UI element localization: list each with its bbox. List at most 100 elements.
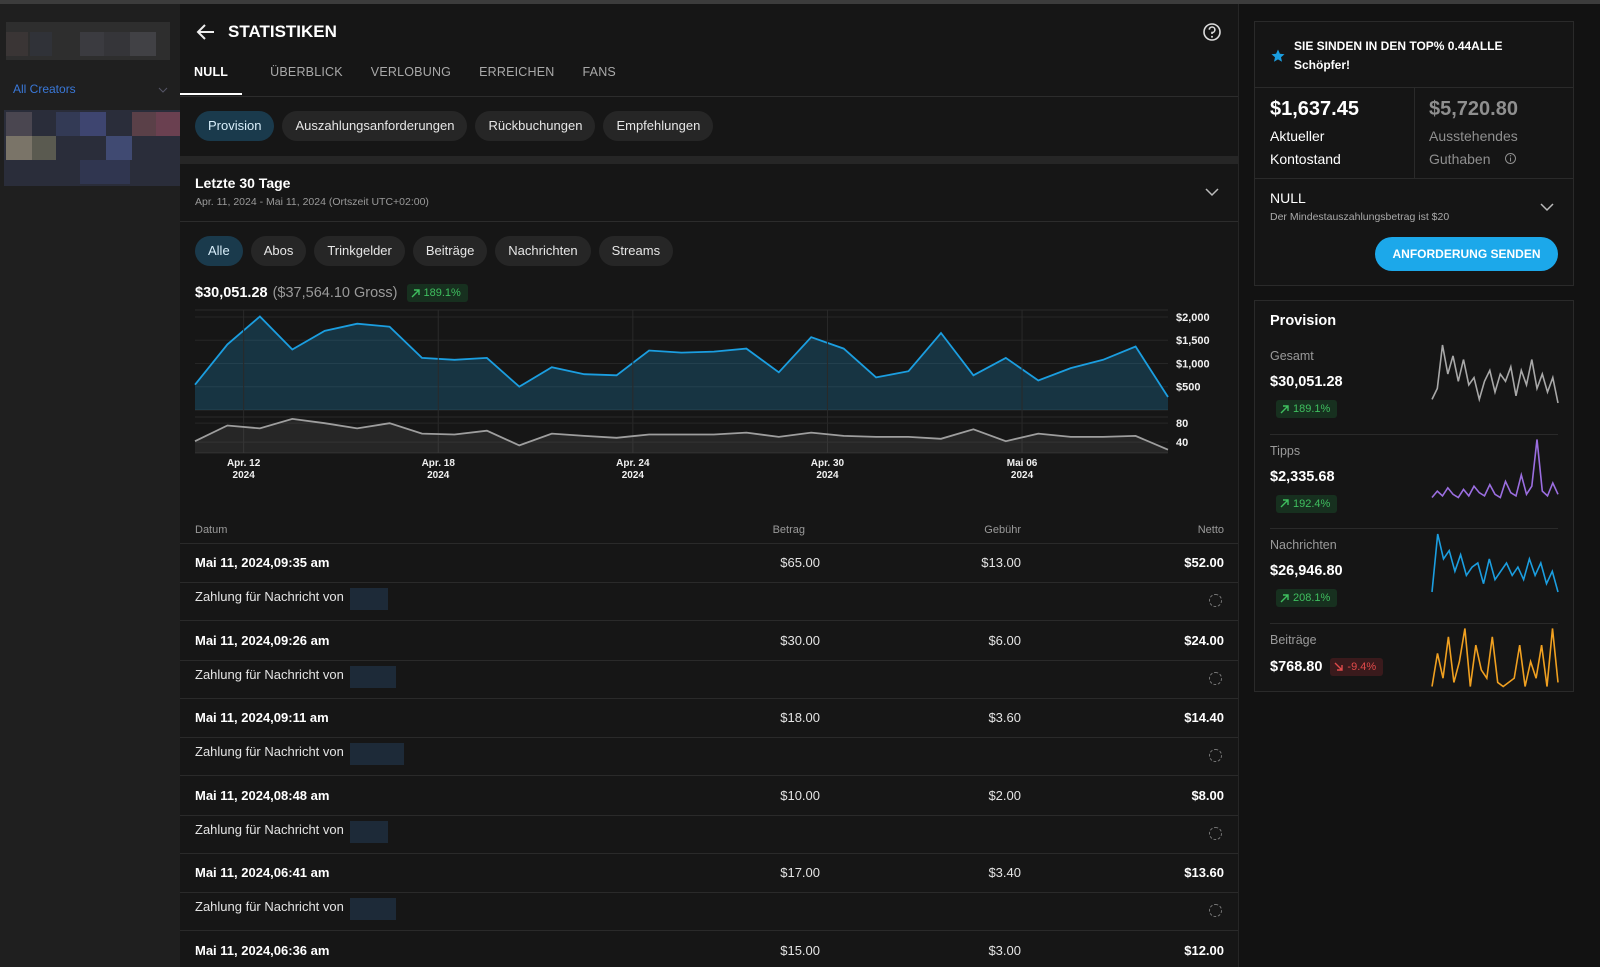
status-spinner (1209, 904, 1222, 917)
redacted-name (350, 820, 388, 843)
trend-arrow (1334, 662, 1344, 671)
rank-notice: SIE SINDEN IN DEN TOP% 0.44ALLE Schöpfer… (1294, 39, 1503, 72)
column-header: Datum (195, 524, 228, 536)
redacted-name (350, 743, 404, 765)
period-range: Apr. 11, 2024 - Mai 11, 2024 (Ortszeit U… (195, 196, 429, 208)
section-chips: Provision Auszahlungsanforderungen Rückbuc… (195, 111, 714, 141)
help-icon[interactable] (1202, 22, 1222, 42)
filter-chip[interactable]: Beiträge (412, 236, 488, 266)
cell-net: $14.40 (1184, 710, 1224, 725)
current-balance-label: Aktueller Kontostand (1270, 128, 1341, 167)
tab[interactable]: NULL (180, 65, 243, 95)
divider (1255, 178, 1573, 179)
divider (1270, 433, 1558, 435)
cell-amount: $18.00 (780, 710, 820, 725)
filter-chip[interactable]: Alle (195, 236, 243, 266)
back-arrow[interactable] (196, 23, 216, 41)
x-tick-label: Apr. 24 2024 (616, 458, 650, 481)
column-header: Netto (1197, 524, 1224, 536)
tab[interactable]: VERLOBUNG (370, 65, 452, 79)
x-tick-label: Mai 06 2024 (1006, 458, 1038, 481)
current-balance: $1,637.45 (1270, 98, 1359, 120)
cell-fee: $3.60 (988, 710, 1021, 725)
section-chip[interactable]: Provision (195, 111, 275, 141)
column-header: Betrag (772, 524, 805, 536)
cell-date: Mai 11, 2024,09:35 am (195, 555, 330, 570)
row-divider (180, 697, 1238, 699)
info-icon[interactable] (1504, 152, 1517, 165)
trend-arrow (1280, 404, 1289, 413)
filter-chevron[interactable] (158, 86, 168, 94)
redacted-name (350, 898, 396, 920)
cell-date: Mai 11, 2024,06:36 am (195, 942, 330, 958)
metric-label: Gesamt (1270, 349, 1314, 363)
request-button[interactable]: ANFORDERUNG SENDEN (1375, 237, 1558, 271)
tab[interactable]: ÜBERBLICK (270, 65, 343, 79)
status-spinner (1209, 749, 1222, 762)
section-chip[interactable]: Empfehlungen (603, 111, 714, 141)
divider (180, 96, 1238, 97)
x-tick-label: Apr. 18 2024 (421, 458, 455, 481)
metric-value: $768.80 (1270, 658, 1323, 675)
main-panel (180, 4, 1239, 967)
period-title[interactable]: Letzte 30 Tage (195, 175, 291, 191)
cell-net: $13.60 (1184, 865, 1224, 880)
metric-label: Beiträge (1270, 632, 1317, 647)
tab[interactable]: ERREICHEN (479, 65, 555, 79)
filter-chip[interactable]: Abos (250, 236, 307, 266)
redacted-name (350, 588, 388, 610)
status-spinner (1209, 826, 1222, 840)
creator-filter[interactable]: All Creators (13, 82, 76, 96)
cell-fee: $13.00 (981, 555, 1021, 570)
metric-change: -9.4% (1330, 657, 1384, 676)
change-value: 189.1% (1293, 403, 1331, 415)
section-chip[interactable]: Auszahlungsanforderungen (282, 111, 468, 141)
sidebar-blur (4, 22, 180, 186)
row-divider (180, 892, 1238, 893)
tab-bar: NULL ÜBERBLICK VERLOBUNG ERREICHEN FANS (180, 65, 616, 95)
section-chip[interactable]: Rückbuchungen (475, 111, 596, 141)
payout-method[interactable]: NULL (1270, 190, 1306, 206)
filter-chip[interactable]: Streams (598, 236, 674, 266)
row-divider (180, 582, 1238, 583)
metric-change: 189.1% (1276, 400, 1338, 418)
cell-amount: $65.00 (780, 555, 820, 570)
divider (180, 221, 1238, 222)
cell-net: $52.00 (1184, 555, 1224, 570)
change-value: 208.1% (1293, 592, 1331, 604)
cell-fee: $3.40 (988, 865, 1021, 880)
provision-title: Provision (1270, 313, 1337, 329)
filter-chip[interactable]: Trinkgelder (314, 236, 405, 266)
divider (1270, 528, 1558, 529)
trend-arrow (1280, 593, 1289, 602)
status-spinner (1209, 594, 1222, 607)
metric-row: $30,051.28 189.1% (1270, 374, 1343, 418)
cell-description: Zahlung für Nachricht von (195, 899, 344, 914)
cell-date: Mai 11, 2024,06:41 am (195, 865, 330, 880)
divider (1255, 87, 1573, 88)
cell-description: Zahlung für Nachricht von (195, 744, 344, 759)
change-value: 192.4% (1293, 497, 1331, 510)
filter-chip[interactable]: Nachrichten (495, 236, 591, 266)
divider (1414, 88, 1415, 178)
change-badge: 189.1% (406, 284, 468, 302)
pending-balance-label: Ausstehendes Guthaben (1429, 128, 1518, 167)
x-tick-label: Apr. 12 2024 (226, 458, 261, 481)
divider (180, 156, 1238, 164)
metric-label: Tipps (1270, 443, 1301, 458)
cell-amount: $10.00 (780, 787, 820, 803)
gross-total: ($37,564.10 Gross) (272, 285, 398, 301)
tab[interactable]: FANS (582, 65, 616, 79)
metric-value: $26,946.80 (1270, 563, 1343, 579)
period-chevron[interactable] (1205, 188, 1219, 197)
metric-value: $30,051.28 (1270, 374, 1343, 390)
cell-description: Zahlung für Nachricht von (195, 666, 344, 682)
payout-chevron[interactable] (1540, 203, 1554, 212)
summary: $30,051.28 ($37,564.10 Gross) 189.1% (195, 284, 468, 302)
metric-change: 192.4% (1276, 494, 1338, 513)
page-title: STATISTIKEN (228, 22, 337, 41)
star-icon (1271, 49, 1285, 62)
change-value: 189.1% (423, 287, 461, 299)
metric-row: $768.80 -9.4% (1270, 657, 1384, 676)
row-divider (180, 814, 1238, 816)
